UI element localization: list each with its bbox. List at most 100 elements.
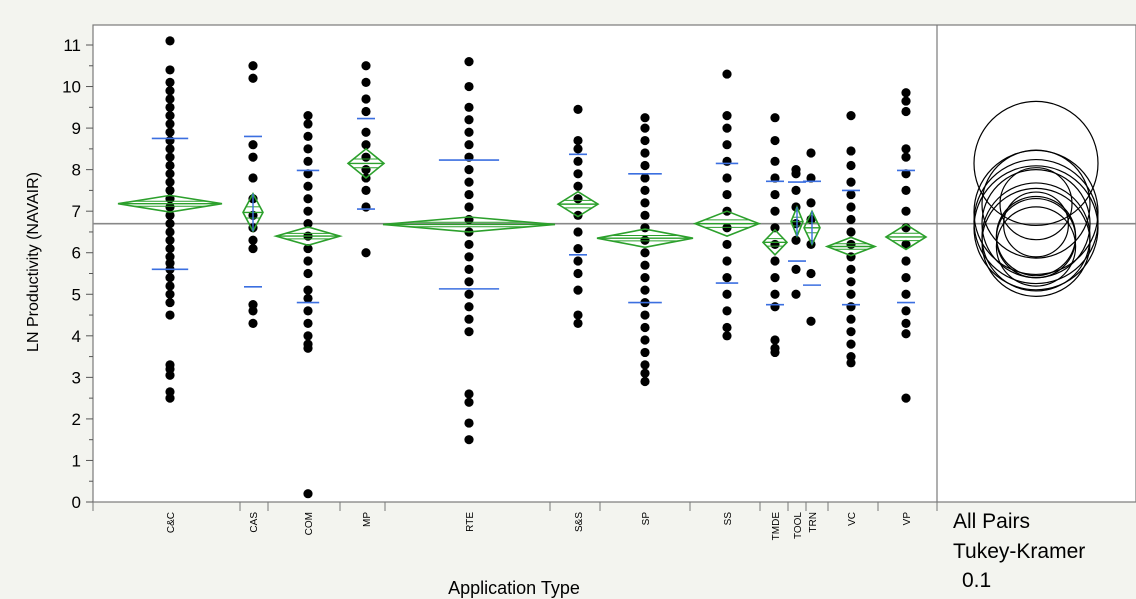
data-point <box>806 148 816 158</box>
data-point <box>901 329 911 339</box>
data-point <box>573 194 583 204</box>
data-point <box>846 111 856 121</box>
data-point <box>791 289 801 299</box>
data-point <box>770 256 780 266</box>
data-point <box>464 277 474 287</box>
data-point <box>640 322 650 333</box>
data-point <box>361 77 371 87</box>
x-tick-label: SP <box>641 512 652 526</box>
x-tick-label: RTE <box>465 512 476 532</box>
data-point <box>770 239 780 250</box>
data-point <box>770 135 780 146</box>
data-point <box>846 189 856 200</box>
data-point <box>722 156 732 166</box>
data-point <box>846 239 856 250</box>
data-point <box>303 293 313 304</box>
data-point <box>640 347 650 358</box>
data-point <box>901 152 911 162</box>
data-point <box>791 185 801 196</box>
comparison-circle[interactable] <box>995 206 1077 287</box>
y-tick-label: 7 <box>72 202 81 221</box>
x-axis-label: Application Type <box>448 578 580 598</box>
data-point <box>361 106 371 117</box>
comparison-circle[interactable] <box>981 169 1091 279</box>
y-tick-label: 6 <box>72 244 81 263</box>
plot-area <box>92 24 1136 503</box>
y-tick-label: 11 <box>63 36 81 55</box>
data-point <box>303 219 313 229</box>
comparison-method-line2: Tukey-Kramer <box>953 540 1085 563</box>
data-point <box>640 223 650 233</box>
data-point <box>901 88 911 98</box>
data-point <box>464 252 474 262</box>
data-point <box>303 131 313 141</box>
comparison-circle[interactable] <box>981 149 1091 259</box>
data-point <box>722 69 732 79</box>
data-point <box>846 302 856 312</box>
data-point <box>640 198 650 208</box>
data-point <box>303 256 313 266</box>
data-point <box>722 273 732 283</box>
data-point <box>303 268 313 279</box>
data-point <box>573 181 583 191</box>
data-point <box>165 243 175 254</box>
comparison-circle[interactable] <box>973 100 1099 227</box>
data-point <box>165 102 175 112</box>
data-point <box>361 185 371 196</box>
data-point <box>791 165 801 175</box>
data-point <box>640 173 650 183</box>
comparison-method-line1: All Pairs <box>953 510 1030 533</box>
y-tick-label: 1 <box>72 451 81 470</box>
data-point <box>464 189 474 200</box>
data-point <box>573 156 583 166</box>
data-point <box>248 173 258 183</box>
data-point <box>303 181 313 191</box>
comparison-circle[interactable] <box>999 167 1073 241</box>
data-point <box>722 189 732 200</box>
data-point <box>464 314 474 324</box>
data-point <box>165 169 175 179</box>
comparison-circles <box>973 100 1099 297</box>
data-point <box>722 256 732 266</box>
data-point <box>640 273 650 283</box>
data-point <box>165 177 175 187</box>
data-point <box>573 135 583 146</box>
sd-ticks <box>151 117 915 306</box>
data-point <box>901 239 911 250</box>
data-point <box>165 273 175 283</box>
data-point <box>722 123 732 133</box>
data-point <box>640 376 650 387</box>
y-tick-label: 9 <box>72 119 81 138</box>
data-point <box>464 239 474 250</box>
comparison-circle[interactable] <box>981 182 1091 292</box>
data-point <box>165 387 175 397</box>
data-point <box>464 177 474 187</box>
data-point <box>640 235 650 245</box>
data-point <box>640 360 650 370</box>
data-point <box>464 289 474 299</box>
data-point <box>846 264 856 274</box>
data-point <box>846 277 856 287</box>
data-point <box>361 61 371 71</box>
data-point <box>573 256 583 266</box>
data-point <box>464 389 474 399</box>
y-tick-label: 8 <box>72 161 81 180</box>
data-point <box>573 104 583 114</box>
data-point <box>303 169 313 179</box>
data-point <box>303 306 313 316</box>
data-point <box>573 268 583 279</box>
data-point <box>573 210 583 220</box>
comparison-circle[interactable] <box>973 165 1099 291</box>
data-point <box>722 289 732 299</box>
data-point <box>361 152 371 162</box>
data-point <box>464 202 474 212</box>
data-point <box>573 227 583 237</box>
data-point <box>303 243 313 254</box>
data-point <box>846 351 856 362</box>
data-point <box>165 202 175 212</box>
data-point <box>770 289 780 299</box>
data-point <box>361 248 371 258</box>
y-axis: 0 1 2 3 4 5 6 7 8 9 10 11 <box>62 36 93 512</box>
data-point <box>165 210 175 220</box>
